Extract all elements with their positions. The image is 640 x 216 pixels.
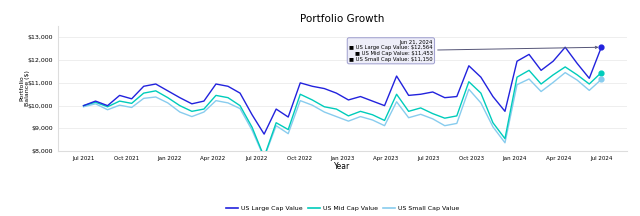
Title: Portfolio Growth: Portfolio Growth — [300, 14, 385, 24]
Legend: US Large Cap Value, US Mid Cap Value, US Small Cap Value: US Large Cap Value, US Mid Cap Value, US… — [223, 203, 461, 213]
Text: Jun 21, 2024
■ US Large Cap Value: $12,564
■ US Mid Cap Value: $11,453
■ US Smal: Jun 21, 2024 ■ US Large Cap Value: $12,5… — [349, 40, 598, 62]
X-axis label: Year: Year — [334, 162, 351, 172]
Y-axis label: Portfolio
Balance ($): Portfolio Balance ($) — [19, 71, 30, 106]
Point — [596, 78, 607, 81]
Point — [596, 46, 607, 49]
Point — [596, 71, 607, 74]
